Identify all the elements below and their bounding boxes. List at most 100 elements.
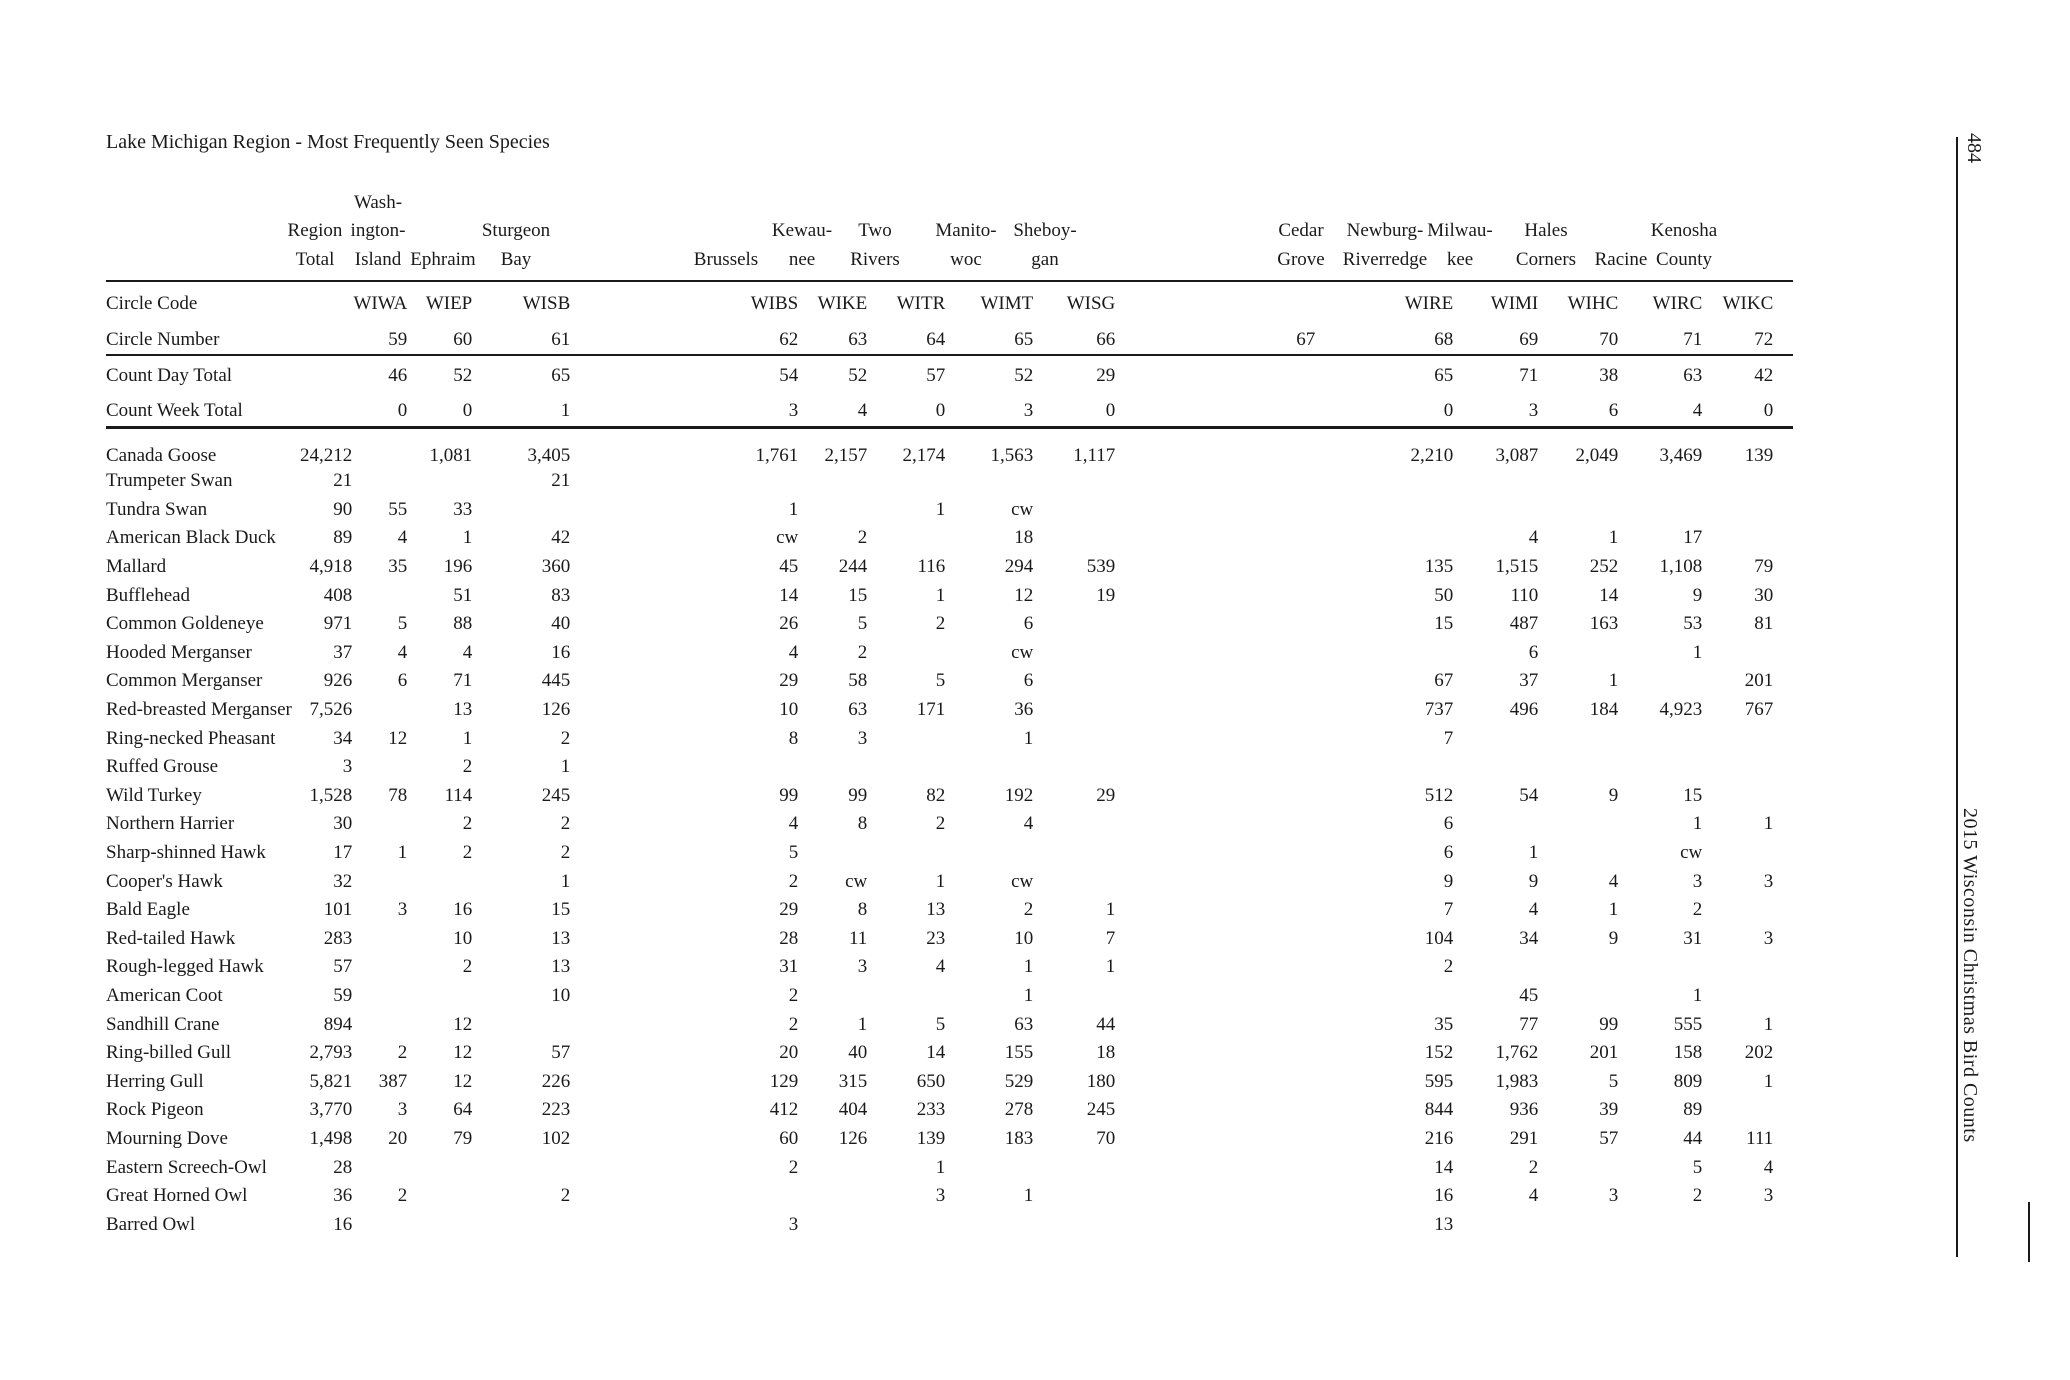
cell: 77: [1519, 1013, 1539, 1035]
cell: 16: [453, 899, 473, 921]
cell: 67: [1296, 329, 1316, 350]
column-header-line: Grove: [1277, 248, 1325, 270]
count-day-total-row: Count Day Total 46 52 65 54 52 57 52 29 65 71 38 63 4…: [106, 354, 1794, 396]
column-header-ephraim: Ephraim: [343, 188, 543, 274]
species-name: Barred Owl: [106, 1213, 196, 1235]
column-header-line: ington-: [350, 220, 406, 241]
species-row: Common Goldeneye 971 5 88 40 26 5 2 6 15 487 163 53 8…: [106, 610, 1793, 639]
cell: 52: [798, 354, 868, 396]
cell: 155: [1004, 1042, 1034, 1064]
cell: 3: [342, 756, 353, 778]
cell: 2: [1443, 956, 1454, 978]
cell: 71: [453, 670, 473, 692]
cell: 1: [1692, 984, 1703, 1006]
cell: [1115, 1210, 1315, 1239]
cell: 3: [1763, 870, 1774, 892]
cell: [1033, 753, 1115, 782]
species-name: American Black Duck: [106, 527, 276, 549]
cell: 894: [323, 1013, 353, 1035]
cell: 35: [388, 556, 408, 578]
species-name: Sandhill Crane: [106, 1013, 220, 1035]
species-row: Bufflehead 408 51 83 14 15 1 12 19 50 110 14 9 30: [106, 581, 1793, 610]
species-row: Red-breasted Merganser 7,526 13 126 10 63 171 3…: [106, 696, 1793, 725]
column-header-washington-island: Wash-ington- Island: [278, 188, 478, 274]
species-row: Ring-necked Pheasant 34 12 1 2 8 3 1 7: [106, 724, 1793, 753]
cell: 5: [857, 613, 868, 635]
cell: cw: [776, 527, 799, 549]
cell: 31: [779, 956, 799, 978]
cell: 102: [541, 1127, 571, 1149]
cell: 1,761: [570, 426, 799, 467]
cell: 72: [1754, 329, 1774, 350]
cell: 445: [541, 670, 571, 692]
cell: [472, 1210, 570, 1239]
cell: [1115, 639, 1315, 668]
cell: [1538, 724, 1618, 753]
cell: 1: [1763, 1013, 1774, 1035]
cell: [1538, 839, 1618, 868]
cell: 5: [397, 613, 408, 635]
cell: [1702, 724, 1793, 753]
cell: 1: [1608, 899, 1619, 921]
cell: 192: [1004, 784, 1034, 806]
cell: [1618, 724, 1702, 753]
cell: [1115, 354, 1316, 396]
cell: [1702, 467, 1793, 496]
cell: 0: [397, 400, 408, 421]
cell: 104: [1424, 927, 1454, 949]
cell: 1: [1608, 670, 1619, 692]
cell: 114: [444, 784, 473, 806]
cell: 0: [1105, 400, 1116, 421]
cell: 89: [333, 527, 353, 549]
cell: 79: [1754, 556, 1774, 578]
column-header-newburg-riverredge: Newburg- Riverredge: [1285, 188, 1485, 274]
cell: [1033, 839, 1115, 868]
cell: [1618, 496, 1702, 525]
species-row: Common Merganser 926 6 71 445 29 58 5 6 67 37 1 201: [106, 667, 1793, 696]
cell: 57: [333, 956, 353, 978]
cell: [1538, 953, 1618, 982]
cell: [352, 982, 407, 1011]
cell: 17: [1683, 527, 1703, 549]
cell: 45: [1519, 984, 1539, 1006]
species-name: Herring Gull: [106, 1070, 204, 1092]
cell: 3: [935, 1185, 946, 1207]
cell: WIWA: [353, 293, 408, 314]
cell: 101: [323, 899, 353, 921]
cell: 4: [1763, 1156, 1774, 1178]
cell: 18: [1014, 527, 1034, 549]
cell: [407, 867, 472, 896]
cell: 216: [1424, 1127, 1454, 1149]
cell: [1115, 581, 1315, 610]
cell: 3: [1528, 400, 1539, 421]
cell: 51: [453, 584, 473, 606]
column-header-line: gan: [1031, 248, 1059, 270]
species-name: Northern Harrier: [106, 813, 235, 835]
cell: 1,498: [309, 1127, 353, 1149]
species-name: Wild Turkey: [106, 784, 202, 806]
cell: cw: [845, 870, 868, 892]
cell: [1033, 639, 1115, 668]
cell: [798, 839, 867, 868]
cell: 1: [857, 1013, 868, 1035]
cell: 39: [1599, 1099, 1619, 1121]
sidebar-tick-rule: [2028, 1202, 2030, 1262]
cell: [1115, 953, 1315, 982]
cell: 28: [333, 1156, 353, 1178]
cell: 19: [1096, 584, 1116, 606]
cell: [1115, 1096, 1315, 1125]
cell: 1,983: [1495, 1070, 1539, 1092]
species-name: Ruffed Grouse: [106, 756, 219, 778]
cell: [1115, 839, 1315, 868]
cell: 4,918: [309, 556, 353, 578]
cell: 60: [779, 1127, 799, 1149]
cell: [867, 839, 945, 868]
cell: 2,174: [867, 426, 946, 467]
species-row: American Black Duck 89 4 1 42 cw 2 18 4 1 17: [106, 524, 1793, 553]
page-number: 484: [1963, 133, 1985, 163]
cell: 9: [1608, 927, 1619, 949]
cell: 8: [857, 899, 868, 921]
cell: 3,770: [309, 1099, 353, 1121]
cell: 1,762: [1495, 1042, 1539, 1064]
cell: 767: [1744, 699, 1774, 721]
